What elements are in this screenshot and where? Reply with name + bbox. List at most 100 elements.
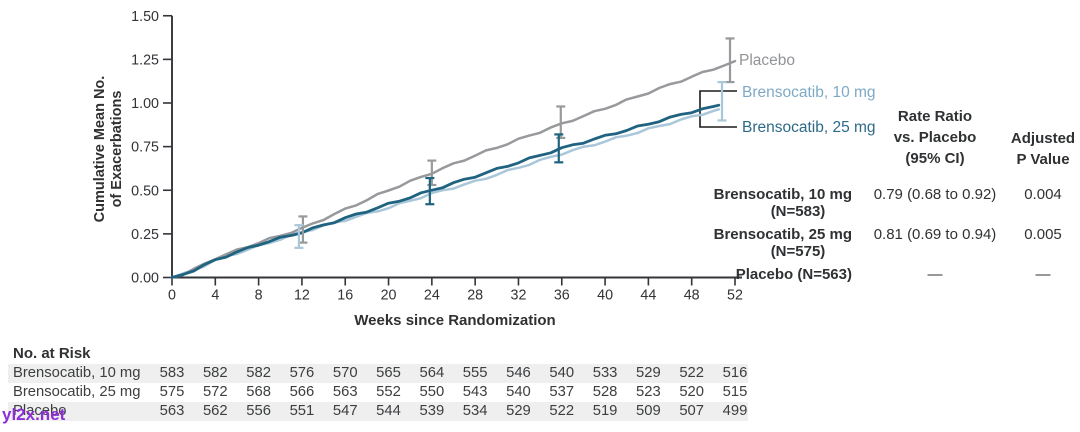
y-tick-label: 0.50: [131, 183, 159, 199]
risk-cell: 529: [636, 365, 661, 381]
x-tick-label: 36: [554, 288, 570, 304]
x-tick-label: 24: [424, 288, 440, 304]
no-at-risk-title: No. at Risk: [13, 345, 91, 362]
risk-cell: 515: [722, 384, 748, 400]
risk-cell: 575: [159, 384, 185, 400]
stats-row-n-brensocatib-10mg: (N=583): [770, 203, 826, 220]
risk-cell: 550: [419, 384, 445, 400]
risk-cell: 582: [202, 365, 228, 381]
risk-cell: 570: [332, 365, 358, 381]
risk-cell: 523: [636, 384, 661, 400]
risk-cell: 519: [592, 403, 618, 419]
watermark-text: yl2x.net: [2, 405, 66, 424]
risk-cell: 563: [159, 403, 185, 419]
risk-cell: 528: [592, 384, 618, 400]
x-tick-label: 40: [597, 288, 613, 304]
axes: 0.000.250.500.751.001.251.500 4 8 12 16 20 24 2…: [131, 9, 743, 304]
x-tick-label: 16: [337, 288, 353, 304]
x-axis-title: Weeks since Randomization: [354, 312, 556, 329]
stats-p-value-brensocatib-10mg: 0.004: [1024, 186, 1062, 203]
risk-cell: 522: [549, 403, 575, 419]
error-bar: [425, 176, 435, 206]
risk-cell: 543: [462, 384, 488, 400]
series-line-brensocatib-10mg: [170, 108, 721, 279]
error-bar: [725, 37, 735, 84]
series-line-placebo: [170, 59, 737, 279]
risk-cell: 556: [246, 403, 271, 419]
risk-cell: 522: [679, 365, 705, 381]
risk-cell: 583: [159, 365, 185, 381]
risk-cell: 576: [289, 365, 315, 381]
risk-row-label: Brensocatib, 25 mg: [13, 384, 141, 400]
line-label-placebo: Placebo: [739, 52, 796, 69]
risk-cell: 566: [289, 384, 315, 400]
risk-cell: 499: [722, 403, 748, 419]
risk-cell: 582: [246, 365, 271, 381]
line-label-brensocatib-10mg: Brensocatib, 10 mg: [742, 84, 876, 101]
x-tick-label: 48: [684, 288, 700, 304]
line-label-brensocatib-25mg: Brensocatib, 25 mg: [742, 119, 876, 136]
risk-cell: 540: [549, 365, 575, 381]
stats-row-label-brensocatib-25mg: Brensocatib, 25 mg: [713, 226, 852, 243]
risk-cell: 555: [462, 365, 488, 381]
risk-cell: 537: [549, 384, 575, 400]
stats-p-value-brensocatib-25mg: 0.005: [1024, 226, 1062, 243]
risk-row: Brensocatib, 10 mg 583 582 582 576 570 565 564 5…: [8, 364, 748, 383]
risk-cell: 507: [679, 403, 705, 419]
x-tick-label: 32: [511, 288, 527, 304]
series-line-brensocatib-25mg: [170, 103, 721, 279]
y-tick-label: 0.25: [131, 227, 159, 243]
series-lines: [170, 59, 737, 279]
risk-row: Brensocatib, 25 mg 575 572 568 566 563 552 550 5…: [8, 383, 748, 402]
risk-cell: 568: [246, 384, 271, 400]
x-tick-label: 52: [727, 288, 743, 304]
risk-cell: 533: [592, 365, 618, 381]
risk-cell: 534: [462, 403, 488, 419]
x-tick-label: 0: [168, 288, 176, 304]
error-bar: [294, 224, 304, 249]
risk-cell: 540: [506, 384, 531, 400]
y-tick-label: 0.75: [131, 140, 159, 156]
x-tick-label: 28: [467, 288, 483, 304]
risk-cell: 551: [289, 403, 315, 419]
risk-cell: 509: [636, 403, 661, 419]
risk-row-label: Brensocatib, 10 mg: [13, 365, 141, 381]
error-bar: [717, 80, 727, 122]
x-tick-label: 44: [640, 288, 656, 304]
adjusted-p-header: Adjusted P Value: [1010, 130, 1076, 168]
stats-p-value-placebo: —: [1035, 266, 1051, 283]
error-bars: [294, 37, 735, 249]
stats-rate-value-brensocatib-25mg: 0.81 (0.69 to 0.94): [873, 226, 997, 243]
risk-cell: 544: [376, 403, 401, 419]
stats-row-label-placebo: Placebo (N=563): [735, 266, 852, 283]
rate-ratio-header: Rate Ratio vs. Placebo (95% CI): [893, 108, 977, 167]
stats-row-n-brensocatib-25mg: (N=575): [770, 243, 826, 260]
risk-cell: 539: [419, 403, 445, 419]
stats-rate-value-brensocatib-10mg: 0.79 (0.68 to 0.92): [873, 186, 997, 203]
x-tick-label: 4: [211, 288, 219, 304]
risk-cell: 565: [376, 365, 401, 381]
y-tick-label: 0.00: [131, 271, 159, 287]
x-tick-label: 12: [294, 288, 310, 304]
risk-cell: 520: [679, 384, 705, 400]
risk-cell: 562: [202, 403, 228, 419]
y-tick-label: 1.25: [131, 52, 159, 68]
error-bar: [554, 133, 564, 164]
risk-cell: 564: [419, 365, 445, 381]
y-tick-label: 1.50: [131, 9, 159, 25]
y-axis-title: Cumulative Mean No. of Exacerbations: [92, 75, 125, 223]
risk-row: Placebo 563 562 556 551 547 544 539 534 529 522 519…: [8, 402, 748, 421]
y-tick-label: 1.00: [131, 96, 159, 112]
risk-cell: 529: [506, 403, 531, 419]
risk-cell: 516: [722, 365, 748, 381]
risk-row-label: Placebo: [13, 403, 67, 419]
stats-row-label-brensocatib-10mg: Brensocatib, 10 mg: [713, 186, 852, 203]
x-tick-label: 20: [381, 288, 397, 304]
risk-cell: 563: [332, 384, 358, 400]
x-tick-label: 8: [255, 288, 263, 304]
risk-cell: 546: [506, 365, 531, 381]
risk-cell: 572: [202, 384, 228, 400]
risk-cell: 552: [376, 384, 401, 400]
